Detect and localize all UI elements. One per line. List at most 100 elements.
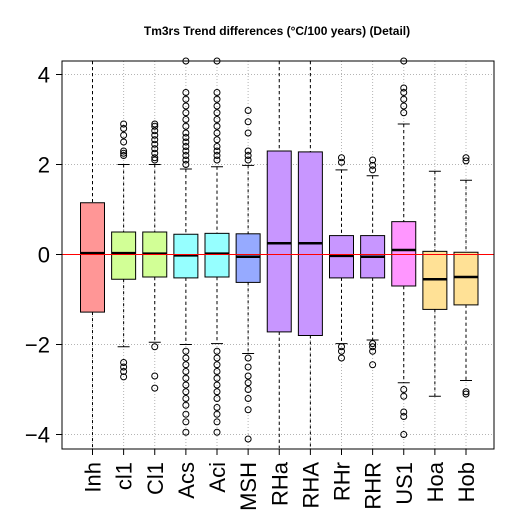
box-rhr-outlier (338, 158, 345, 166)
box-acs-outlier (182, 418, 190, 426)
box-rhr-outlier (369, 166, 377, 174)
box-cl1-outlier (151, 384, 159, 392)
box-us1 (391, 221, 417, 287)
box-aci (204, 232, 230, 278)
box-aci-outlier (213, 152, 221, 159)
box-cl1-outlier (120, 152, 128, 159)
box-aci-outlier (213, 374, 221, 382)
x-tick-label: Acs (174, 462, 199, 499)
box-acs-outlier (182, 129, 190, 137)
box-msh-outlier (244, 406, 252, 414)
box-acs-outlier (182, 109, 190, 117)
box-msh-outlier (244, 372, 252, 380)
box-cl1-outlier (151, 154, 159, 162)
box-msh-outlier (244, 386, 252, 393)
box-rhr-outlier (338, 347, 345, 355)
plot-area: −4 −2 0 2 4 Inh cl1 Cl1 Acs Aci MSH RHa RHA RHr RHR US1… (25, 57, 495, 511)
box-msh (235, 233, 261, 283)
box-us1-outlier (400, 89, 408, 96)
box-cl1-outlier (120, 149, 128, 157)
x-tick-label: Hoa (423, 461, 448, 502)
box-acs-outlier (182, 361, 190, 369)
box-cl1-outlier (151, 343, 159, 351)
box-cl1-outlier (120, 147, 128, 155)
box-rhr-outlier (338, 154, 345, 162)
box-aci-outlier (213, 388, 221, 396)
box-rhr-outlier (369, 343, 377, 351)
box-rhr-outlier (369, 340, 377, 348)
box-msh-outlier (244, 395, 252, 402)
box-acs-outlier (182, 152, 190, 159)
box-acs-outlier (182, 354, 190, 362)
box-acs-outlier (182, 388, 190, 396)
box-acs-outlier (182, 122, 190, 130)
box-acs-outlier (182, 395, 190, 402)
box-acs-outlier (182, 347, 190, 355)
box-us1-outlier (400, 102, 408, 110)
box-msh-outlier (244, 363, 252, 371)
box-aci-outlier (213, 89, 221, 96)
box-hob-outlier (462, 388, 470, 396)
box-aci-outlier (213, 410, 221, 418)
box-aci-outlier (213, 95, 221, 103)
box-hob (453, 251, 479, 306)
box-cl1-outlier (151, 122, 159, 130)
box-cl1-outlier (151, 145, 159, 153)
box-cl1-outlier (120, 131, 128, 139)
box-acs-outlier (182, 89, 190, 96)
box-cl1-outlier (151, 136, 159, 144)
box-aci-outlier (213, 395, 221, 402)
box-cl1-outlier (120, 125, 128, 132)
box-msh-outlier (244, 107, 252, 114)
box-aci-outlier (213, 122, 221, 130)
box-hob-outlier (462, 157, 470, 165)
x-tick-label: Inh (81, 462, 106, 493)
x-tick-label: Cl1 (143, 462, 168, 495)
box-aci-outlier (213, 404, 221, 411)
box-aci-outlier (213, 109, 221, 117)
box-us1-outlier (400, 386, 408, 393)
x-tick-label: RHr (330, 462, 355, 501)
box-aci-outlier (213, 347, 221, 355)
box-aci-outlier (213, 381, 221, 389)
box-acs-outlier (182, 428, 190, 436)
box-acs-outlier (182, 381, 190, 389)
x-tick-label: MSH (236, 462, 261, 511)
box-cl1-outlier (151, 140, 159, 148)
box-rhr-outlier (369, 161, 377, 169)
box-msh-outlier (244, 129, 252, 137)
box-acs-outlier (182, 374, 190, 382)
box-msh-outlier (244, 156, 252, 164)
box-aci-outlier (213, 136, 221, 144)
box-cl1-outlier (120, 120, 128, 128)
box-us1-outlier (400, 392, 408, 400)
box-cl1-outlier (151, 120, 159, 128)
y-tick-label: 0 (38, 243, 50, 268)
box-msh-outlier (244, 379, 252, 387)
box-msh-outlier (244, 152, 252, 159)
box-rha (266, 150, 292, 333)
box-us1-outlier (400, 109, 408, 117)
chart-title: Tm3rs Trend differences (°C/100 years) (… (144, 24, 410, 38)
box-aci-outlier (213, 129, 221, 137)
box-acs-outlier (182, 368, 190, 375)
box-aci-outlier (213, 102, 221, 110)
box-rhr-outlier (338, 354, 345, 362)
box-hob-outlier (462, 390, 470, 398)
box-acs-outlier (182, 138, 190, 146)
box-cl1 (111, 231, 137, 280)
box-aci-outlier (213, 361, 221, 369)
box-msh-outlier (244, 435, 252, 443)
x-tick-label: cl1 (112, 462, 137, 490)
box-us1-outlier (400, 95, 408, 103)
y-tick-label: 4 (38, 63, 50, 88)
x-tick-label: US1 (392, 462, 417, 505)
box-msh-outlier (244, 354, 252, 362)
box-cl1-outlier (120, 138, 128, 146)
box-acs-outlier (182, 401, 190, 409)
box-cl1-outlier (151, 131, 159, 139)
box-rhr-outlier (369, 347, 377, 355)
y-tick-label: −2 (25, 333, 50, 358)
box-acs-outlier (182, 143, 190, 150)
